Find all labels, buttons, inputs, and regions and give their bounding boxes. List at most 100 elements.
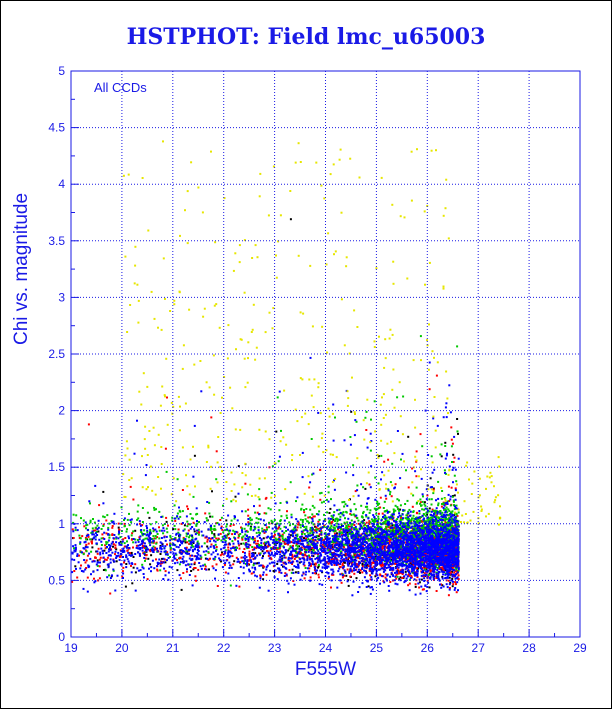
data-point bbox=[247, 536, 250, 539]
data-point bbox=[222, 504, 224, 507]
data-point bbox=[420, 504, 423, 507]
data-point bbox=[455, 512, 458, 515]
data-point bbox=[318, 533, 321, 536]
data-point bbox=[354, 544, 357, 547]
data-point bbox=[183, 524, 186, 527]
data-point bbox=[83, 525, 86, 528]
data-point bbox=[309, 532, 312, 535]
data-point bbox=[456, 569, 459, 572]
data-point bbox=[80, 517, 82, 520]
data-point bbox=[400, 526, 402, 529]
data-point bbox=[293, 558, 296, 560]
data-point bbox=[91, 546, 94, 549]
data-point bbox=[347, 584, 350, 587]
data-point bbox=[102, 523, 105, 526]
data-point bbox=[123, 522, 126, 525]
data-point bbox=[237, 465, 240, 468]
data-point bbox=[444, 572, 447, 575]
data-point bbox=[419, 533, 422, 536]
data-point bbox=[386, 509, 388, 512]
data-point bbox=[366, 553, 369, 556]
data-point bbox=[216, 585, 219, 587]
data-point bbox=[305, 528, 308, 531]
data-point bbox=[178, 563, 181, 566]
data-point bbox=[345, 511, 348, 514]
data-point bbox=[444, 516, 447, 519]
data-point bbox=[214, 555, 217, 558]
data-point bbox=[351, 523, 354, 526]
data-point bbox=[321, 550, 323, 553]
data-point bbox=[103, 549, 106, 552]
data-point bbox=[435, 532, 438, 535]
data-point bbox=[399, 579, 402, 582]
data-point bbox=[316, 549, 319, 551]
data-point bbox=[203, 563, 206, 566]
data-point bbox=[447, 594, 450, 597]
data-point bbox=[220, 539, 223, 542]
data-point bbox=[376, 538, 379, 541]
data-point bbox=[367, 565, 370, 568]
data-point bbox=[423, 501, 426, 504]
data-point bbox=[316, 534, 319, 537]
data-point bbox=[441, 530, 444, 533]
data-point bbox=[244, 533, 247, 536]
data-point bbox=[287, 558, 290, 561]
data-point bbox=[355, 420, 358, 423]
data-point bbox=[237, 558, 240, 561]
data-point bbox=[435, 521, 438, 524]
data-point bbox=[387, 529, 390, 532]
data-point bbox=[266, 528, 268, 531]
data-point bbox=[123, 519, 125, 521]
data-point bbox=[194, 567, 197, 569]
data-point bbox=[327, 500, 330, 503]
data-point bbox=[84, 561, 87, 564]
data-point bbox=[375, 546, 378, 549]
data-point bbox=[428, 510, 431, 513]
data-point bbox=[238, 585, 241, 588]
data-point bbox=[202, 564, 205, 567]
data-point bbox=[99, 556, 102, 559]
data-point bbox=[430, 513, 432, 516]
data-point bbox=[406, 565, 409, 568]
data-point bbox=[363, 547, 366, 550]
data-point bbox=[343, 500, 346, 503]
data-point bbox=[95, 550, 98, 553]
data-point bbox=[282, 538, 285, 541]
data-point bbox=[195, 545, 198, 548]
data-point bbox=[415, 516, 418, 519]
data-point bbox=[73, 547, 75, 550]
data-point bbox=[351, 550, 354, 553]
data-point bbox=[291, 531, 294, 533]
data-point bbox=[73, 570, 76, 572]
data-point bbox=[238, 535, 241, 538]
data-point bbox=[307, 548, 310, 551]
data-point bbox=[289, 481, 292, 484]
data-point bbox=[340, 541, 343, 544]
data-point bbox=[343, 521, 346, 524]
data-point bbox=[308, 567, 311, 570]
data-point bbox=[72, 537, 75, 539]
data-point bbox=[301, 533, 303, 535]
data-point bbox=[432, 523, 435, 526]
data-point bbox=[282, 565, 284, 568]
data-point bbox=[142, 573, 145, 575]
data-point bbox=[98, 558, 101, 561]
data-point bbox=[457, 524, 460, 527]
data-point bbox=[390, 514, 393, 517]
data-point bbox=[97, 530, 100, 533]
data-point bbox=[292, 541, 295, 544]
data-point bbox=[319, 492, 322, 495]
data-point bbox=[387, 458, 390, 461]
data-point bbox=[192, 542, 195, 544]
data-point bbox=[102, 569, 105, 571]
data-point bbox=[192, 521, 195, 524]
data-point bbox=[306, 531, 309, 534]
data-point bbox=[332, 536, 335, 539]
data-point bbox=[422, 523, 425, 526]
data-point bbox=[396, 518, 399, 521]
data-point bbox=[457, 532, 460, 535]
data-point bbox=[232, 523, 235, 526]
data-point bbox=[166, 543, 168, 546]
data-point bbox=[422, 525, 425, 528]
data-point bbox=[174, 519, 177, 522]
